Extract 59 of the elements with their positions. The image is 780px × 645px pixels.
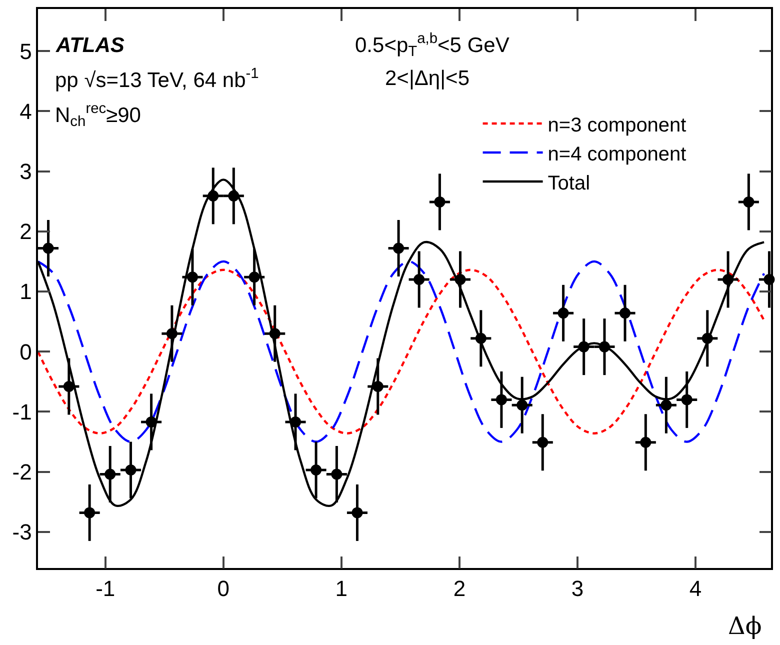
y-tick-label: 5 bbox=[20, 38, 32, 64]
point bbox=[352, 507, 363, 518]
point bbox=[702, 332, 713, 344]
point bbox=[248, 272, 260, 283]
annotation: ATLAS bbox=[55, 34, 124, 57]
point bbox=[620, 308, 631, 319]
point bbox=[269, 328, 280, 340]
point bbox=[660, 400, 672, 411]
x-axis-title: Δϕ bbox=[728, 612, 762, 640]
annotation: 0.5<p$_{T}$$^{a,b}$<5 GeV bbox=[355, 31, 510, 60]
point bbox=[598, 341, 610, 352]
point bbox=[558, 308, 569, 319]
point bbox=[166, 328, 178, 340]
point bbox=[434, 196, 446, 208]
legend-label: n=4 component bbox=[548, 143, 687, 166]
x-tick-label: 0 bbox=[217, 576, 230, 602]
point bbox=[104, 468, 116, 480]
y-tick-label: 0 bbox=[20, 339, 32, 364]
point bbox=[372, 380, 384, 392]
point bbox=[681, 394, 692, 406]
y-tick-label: 3 bbox=[20, 158, 32, 184]
point bbox=[496, 394, 507, 406]
y-tick-label: -2 bbox=[12, 460, 32, 485]
point bbox=[537, 436, 548, 448]
point bbox=[208, 190, 219, 202]
point bbox=[414, 274, 425, 285]
point bbox=[475, 332, 486, 344]
point bbox=[125, 464, 136, 476]
x-tick-label: 3 bbox=[571, 576, 584, 602]
point bbox=[42, 242, 54, 254]
annotation: pp √s=13 TeV, 64 nb$^{-1}$ bbox=[55, 66, 259, 92]
point bbox=[63, 380, 74, 392]
x-tick-label: -1 bbox=[96, 576, 116, 602]
x-tick-label: 4 bbox=[689, 576, 702, 602]
legend-label: n=3 component bbox=[548, 114, 687, 136]
point bbox=[516, 400, 528, 411]
point bbox=[186, 272, 198, 283]
y-tick-label: 1 bbox=[20, 279, 32, 304]
x-tick-label: 2 bbox=[453, 576, 466, 602]
point bbox=[578, 341, 590, 352]
annotation: 2<|Δη|<5 bbox=[385, 67, 470, 90]
y-tick-label: 2 bbox=[20, 219, 32, 244]
point bbox=[228, 190, 240, 202]
annotation: N$_{ch}$$^{rec}$≥90 bbox=[55, 101, 141, 130]
point bbox=[146, 416, 157, 428]
x-tick-label: 1 bbox=[335, 576, 348, 602]
point bbox=[393, 242, 404, 254]
legend-label: Total bbox=[548, 172, 590, 194]
point bbox=[84, 507, 96, 518]
point bbox=[310, 464, 322, 476]
point bbox=[722, 274, 734, 285]
point bbox=[331, 468, 342, 480]
point bbox=[454, 274, 466, 285]
point bbox=[290, 416, 302, 428]
y-tick-label: -1 bbox=[12, 399, 32, 424]
point bbox=[743, 196, 754, 208]
y-tick-label: -3 bbox=[12, 520, 32, 545]
point bbox=[640, 436, 652, 448]
y-tick-label: 4 bbox=[20, 98, 32, 124]
